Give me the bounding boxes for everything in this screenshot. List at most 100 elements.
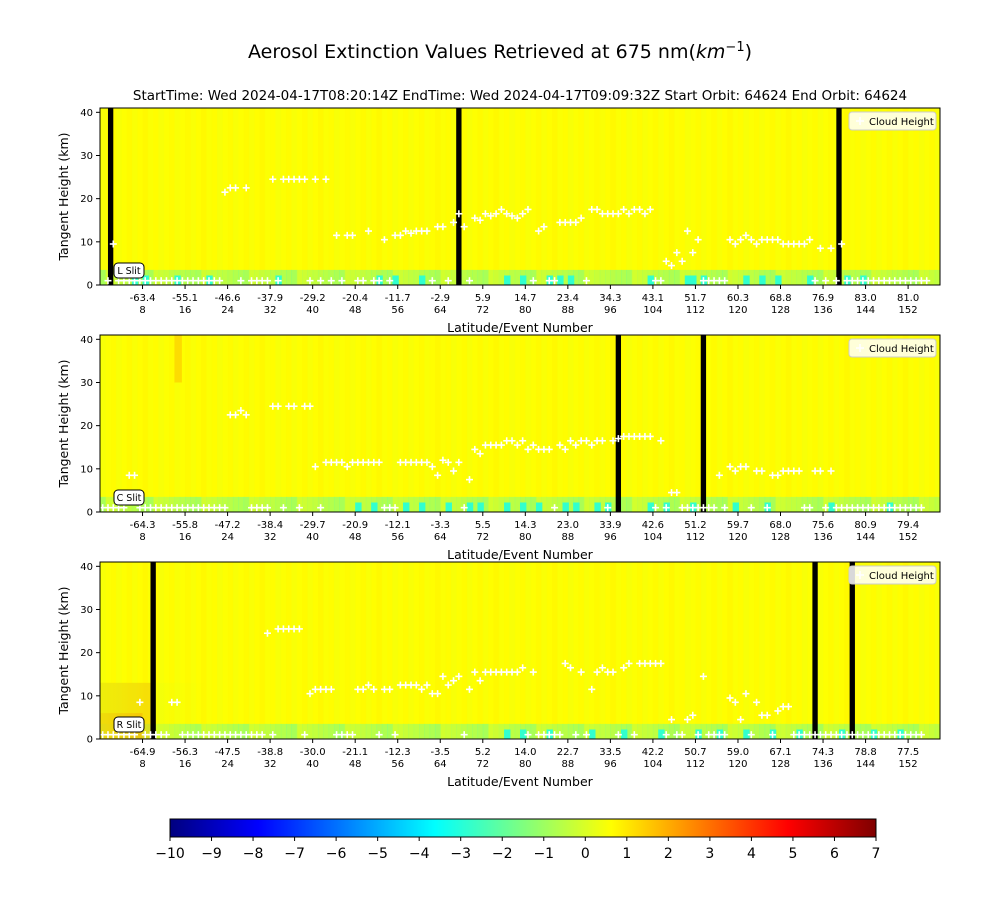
heatmap-lowband [695,269,702,285]
heatmap-lowband [270,269,277,285]
heatmap-column [477,562,484,739]
heatmap-column [589,108,596,285]
cloud-height-marker [620,205,628,213]
colorbar-tick-label: −6 [326,846,347,862]
heatmap-column [105,335,112,512]
heatmap-column [105,562,112,739]
heatmap-lowband [716,496,723,512]
cloud-height-marker [657,437,665,445]
x-tick-latitude: 59.7 [727,520,749,531]
x-tick-event: 104 [643,305,662,316]
heatmap-lowband [482,496,489,512]
heatmap-column [216,335,223,512]
x-tick-latitude: -38.8 [257,747,283,758]
cloud-height-marker [492,210,500,218]
heatmap-column [541,108,548,285]
heatmap-column [153,108,160,285]
heatmap-column [482,108,489,285]
heatmap-lowband [482,723,489,739]
heatmap-column [573,108,580,285]
heatmap-lowband [387,723,394,739]
heatmap-column [434,562,441,739]
heatmap-column [589,335,596,512]
heatmap-column [195,562,202,739]
heatmap-column [211,335,218,512]
cloud-height-marker [614,210,622,218]
cloud-height-marker [689,711,697,719]
heatmap-column [769,335,776,512]
heatmap-column [833,562,840,739]
heatmap-column [865,108,872,285]
cloud-height-marker [455,458,463,466]
heatmap-column [328,108,335,285]
heatmap-column [307,562,314,739]
heatmap-column [445,108,452,285]
cloud-height-marker [567,437,575,445]
panel-2: 0 10 20 30 40 -64.38 -55.816 -47.224 -38.432 -29.… [56,334,941,562]
cloud-height-marker [359,277,367,285]
cloud-height-marker [662,731,670,739]
heatmap-column [605,335,611,512]
heatmap-lowband [684,723,691,739]
heatmap-lowband [488,496,495,512]
heatmap-column [232,108,239,285]
x-tick-latitude: -56.3 [172,747,198,758]
heatmap-column [238,108,245,285]
heatmap-column [328,335,335,512]
heatmap-lowband [594,723,601,739]
heatmap-lowband [376,496,383,512]
x-tick-latitude: 78.8 [854,747,876,758]
heatmap-lowband [578,496,585,512]
heatmap-column [753,562,760,739]
heatmap-lowband [642,269,649,285]
heatmap-column [270,108,277,285]
x-tick-event: 128 [771,759,790,770]
heatmap-column [605,108,611,285]
heatmap-column [413,108,420,285]
colorbar-tick-label: 4 [747,846,756,862]
heatmap-column [100,562,106,739]
cloud-height-marker [412,681,420,689]
heatmap-column [583,562,590,739]
colorbar-tick-label: −8 [243,846,264,862]
heatmap-column [812,108,819,285]
heatmap-column [355,335,362,512]
heatmap-column [711,108,718,285]
heatmap-column [849,335,856,512]
heatmap-lowband [621,269,627,285]
y-tick-label: 0 [87,281,93,292]
heatmap-column [158,335,165,512]
heatmap-low-cell [520,729,527,739]
slit-label-text: R Slit [117,720,142,731]
heatmap-column [807,335,814,512]
heatmap-low-cell [520,275,527,285]
heatmap-lowband [567,723,574,739]
heatmap-area [100,335,940,512]
heatmap-column [466,335,473,512]
x-tick-latitude: -55.1 [172,293,198,304]
cloud-height-marker [237,277,245,285]
y-tick-label: 20 [80,194,93,205]
heatmap-column [286,335,292,512]
heatmap-lowband [929,496,936,512]
heatmap-lowband [291,723,298,739]
heatmap-lowband [472,723,479,739]
cloud-height-marker [636,205,644,213]
heatmap-column [780,562,787,739]
x-tick-event: 80 [519,759,532,770]
heatmap-lowband [355,723,362,739]
y-tick-label: 10 [80,237,93,248]
heatmap-column [201,335,207,512]
heatmap-column [461,108,468,285]
cloud-height-marker [614,731,622,739]
heatmap-column [355,562,362,739]
x-tick-event: 120 [728,305,747,316]
heatmap-column [376,562,383,739]
y-tick-label: 20 [80,648,93,659]
slit-label: C Slit [113,489,145,506]
heatmap-column [658,562,665,739]
cloud-height-marker [726,463,734,471]
heatmap-column [248,562,255,739]
x-tick-event: 104 [643,532,662,543]
x-tick-event: 120 [728,759,747,770]
